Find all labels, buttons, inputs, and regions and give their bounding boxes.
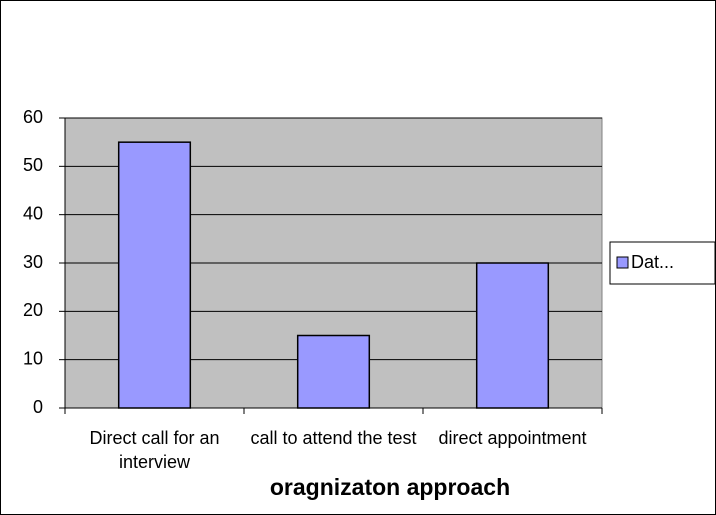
x-tick-label: Direct call for an interview: [89, 428, 220, 472]
y-tick-label: 60: [23, 107, 43, 127]
y-tick-label: 30: [23, 252, 43, 272]
y-tick-label: 10: [23, 348, 43, 368]
x-axis-title: oragnizaton approach: [269, 474, 511, 500]
bar: [296, 334, 371, 409]
x-tick-label: call to attend the test: [250, 428, 417, 448]
y-tick-label: 40: [23, 203, 43, 223]
legend-label: Dat...: [631, 252, 674, 272]
y-tick-label: 20: [23, 300, 43, 320]
bar: [117, 141, 192, 409]
y-tick-label: 0: [33, 397, 43, 417]
bar: [475, 262, 550, 409]
legend-swatch: [616, 256, 629, 269]
y-tick-label: 50: [23, 155, 43, 175]
x-tick-label: direct appointment: [438, 428, 587, 448]
